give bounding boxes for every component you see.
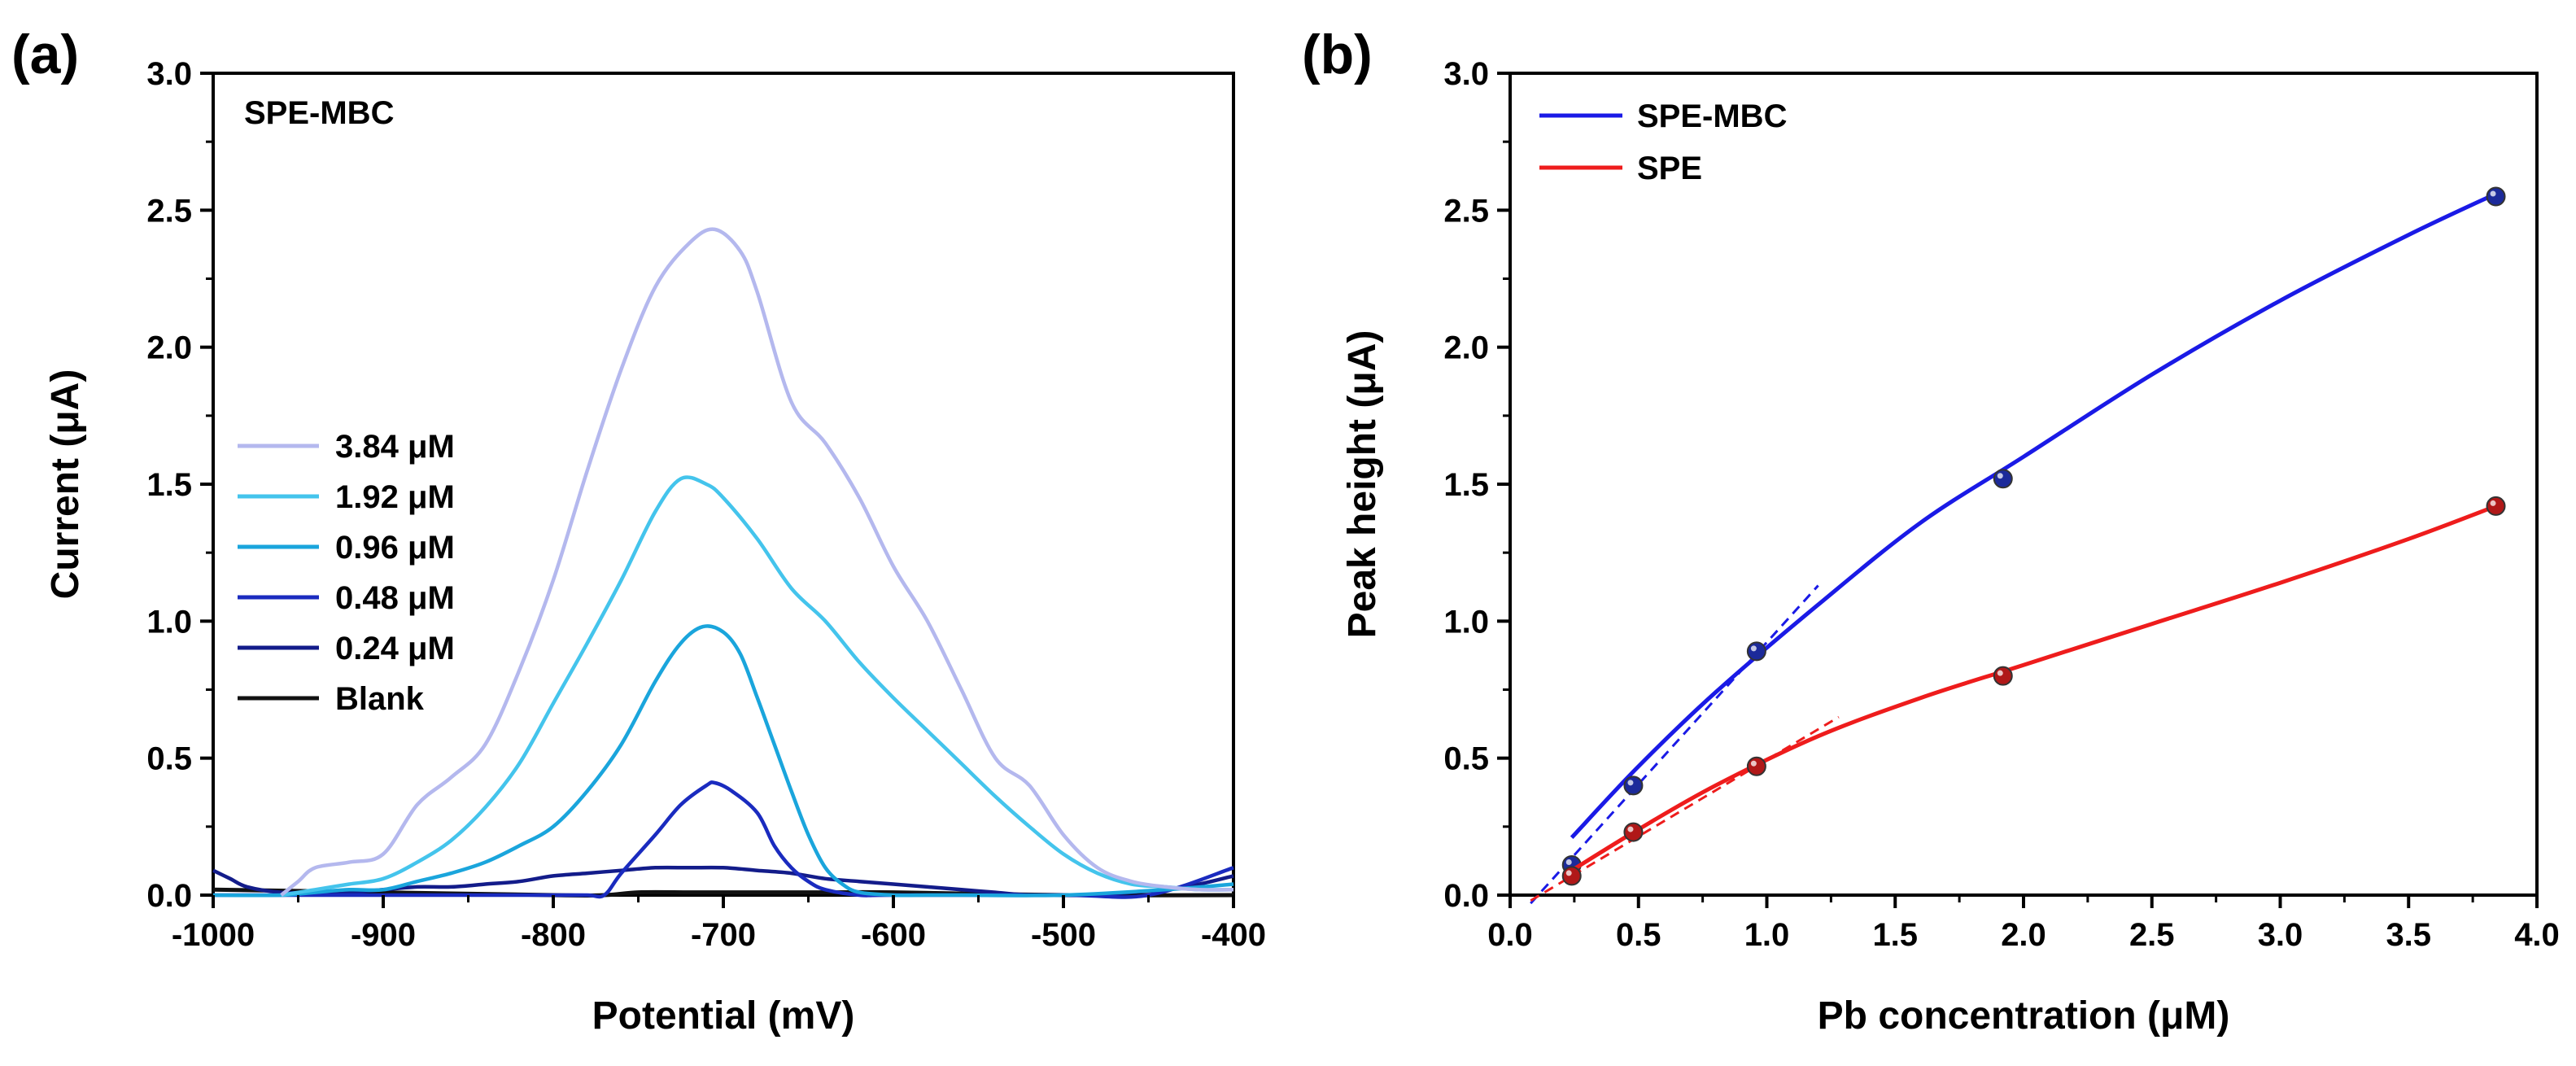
series-line-0-48-m xyxy=(212,780,1234,899)
data-point-spe-mbc xyxy=(1623,775,1644,796)
data-point-highlight xyxy=(1997,670,2003,676)
series-line-0-96-m xyxy=(212,624,1234,898)
data-point-highlight xyxy=(2490,190,2496,197)
panel-b-x-tick-label: 3.0 xyxy=(2258,917,2303,953)
panel-b-x-tick-label: 0.0 xyxy=(1487,917,1533,953)
panel-b-x-tick-label: 1.0 xyxy=(1744,917,1790,953)
panel-a-y-axis-title: Current (μA) xyxy=(44,369,87,600)
legend-label: Blank xyxy=(335,681,425,717)
data-point-highlight xyxy=(1750,760,1757,767)
series-line-1-92-m xyxy=(281,475,1234,898)
panel-a-label: (a) xyxy=(11,24,79,85)
linear-fit-spe-mbc xyxy=(1530,584,1819,905)
data-point-highlight xyxy=(1627,780,1634,786)
panel-a-x-tick-label: -900 xyxy=(351,917,416,953)
data-point-highlight xyxy=(2490,500,2496,506)
legend-label: SPE-MBC xyxy=(1637,98,1787,134)
panel-a-x-axis-title: Potential (mV) xyxy=(592,994,855,1038)
data-point-spe xyxy=(1993,666,2013,686)
panel-a-x-tick-label: -600 xyxy=(861,917,926,953)
panel-a-y-tick-label: 2.5 xyxy=(146,193,192,229)
legend-label: 1.92 μM xyxy=(335,479,455,515)
series-line-3-84-m xyxy=(280,227,1234,897)
data-point-highlight xyxy=(1997,473,2003,479)
panel-b-y-tick-label: 2.5 xyxy=(1443,193,1489,229)
panel-b: (b) 0.0 0.5 1.0 1.5 2.0 2.5 3.0 3.5 4.0 0.0 0.5 1.0… xyxy=(1302,24,2560,1038)
panel-b-label: (b) xyxy=(1302,24,1373,85)
legend-label: SPE xyxy=(1637,151,1702,186)
panel-a-x-tick-label: -400 xyxy=(1201,917,1266,953)
legend-label: 0.96 μM xyxy=(335,530,455,566)
fit-curve-spe-mbc xyxy=(1570,191,2497,840)
panel-b-y-axis-title: Peak height (μA) xyxy=(1341,330,1384,639)
panel-a-annotation: SPE-MBC xyxy=(244,95,394,131)
panel-a: (a) SPE-MBC -1000 -900 -800 -700 -600 -500 -40… xyxy=(11,24,1266,1038)
panel-b-x-tick-label: 2.5 xyxy=(2129,917,2175,953)
panel-a-x-tick-label: -700 xyxy=(691,917,756,953)
data-point-highlight xyxy=(1627,826,1634,832)
legend-label: 0.24 μM xyxy=(335,631,455,666)
data-point-spe-mbc xyxy=(1993,469,2013,489)
panel-a-y-tick-label: 0.0 xyxy=(146,878,192,914)
data-point-spe xyxy=(2486,496,2506,516)
legend-label: 3.84 μM xyxy=(335,429,455,465)
data-point-spe-mbc xyxy=(1746,641,1766,662)
panel-b-x-tick-label: 2.0 xyxy=(2001,917,2046,953)
panel-a-y-tick-label: 2.0 xyxy=(146,330,192,366)
panel-b-x-tick-label: 0.5 xyxy=(1616,917,1661,953)
panel-b-x-tick-label: 1.5 xyxy=(1872,917,1918,953)
data-point-spe-mbc xyxy=(2486,186,2506,207)
panel-a-legend: 3.84 μM 1.92 μM 0.96 μM 0.48 μM 0.24 μM Blank xyxy=(238,429,455,717)
data-point-highlight xyxy=(1565,870,1572,876)
linear-fit-spe xyxy=(1530,715,1840,902)
data-point-spe xyxy=(1623,822,1644,842)
panel-b-y-tick-label: 2.0 xyxy=(1443,330,1489,366)
panel-b-x-tick-label: 3.5 xyxy=(2386,917,2431,953)
panel-a-y-tick-label: 1.5 xyxy=(146,467,192,503)
data-point-highlight xyxy=(1750,645,1757,652)
panel-b-y-tick-label: 1.0 xyxy=(1443,604,1489,640)
panel-b-series-group xyxy=(1530,186,2506,905)
panel-b-x-axis-title: Pb concentration (μM) xyxy=(1818,994,2230,1038)
panel-a-y-tick-label: 1.0 xyxy=(146,604,192,640)
panel-b-legend: SPE-MBC SPE xyxy=(1539,98,1787,186)
panel-b-x-tick-label: 4.0 xyxy=(2514,917,2560,953)
panel-a-series-group xyxy=(212,227,1234,899)
panel-a-y-tick-label: 3.0 xyxy=(146,56,192,92)
panel-a-x-tick-label: -800 xyxy=(521,917,586,953)
panel-b-y-tick-label: 0.0 xyxy=(1443,878,1489,914)
panel-b-y-tick-label: 1.5 xyxy=(1443,467,1489,503)
data-point-highlight xyxy=(1565,858,1572,865)
panel-a-x-tick-label: -500 xyxy=(1031,917,1096,953)
panel-a-y-tick-label: 0.5 xyxy=(146,741,192,777)
panel-b-y-tick-label: 3.0 xyxy=(1443,56,1489,92)
panel-b-y-tick-label: 0.5 xyxy=(1443,741,1489,777)
fit-curve-spe xyxy=(1570,504,2497,872)
panel-a-x-tick-label: -1000 xyxy=(172,917,255,953)
panel-b-axes-frame xyxy=(1508,72,2539,897)
data-point-spe xyxy=(1561,866,1582,886)
legend-label: 0.48 μM xyxy=(335,580,455,616)
data-point-spe xyxy=(1746,756,1766,776)
